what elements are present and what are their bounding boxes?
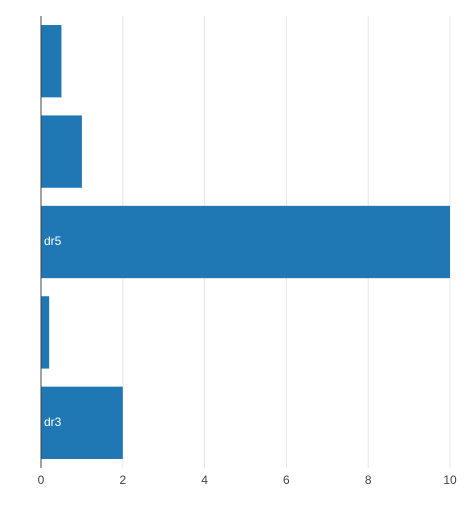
bar [41, 386, 123, 459]
x-tick-label: 4 [201, 473, 208, 487]
x-tick-label: 0 [38, 473, 45, 487]
bar-label: dr3 [44, 415, 62, 429]
x-tick-label: 10 [443, 473, 457, 487]
bar-label: dr5 [44, 234, 62, 248]
x-tick-label: 8 [365, 473, 372, 487]
bar [41, 296, 50, 369]
bar [41, 205, 450, 279]
x-tick-label: 2 [119, 473, 126, 487]
bar [41, 115, 82, 188]
x-tick-label: 6 [283, 473, 290, 487]
bar [41, 25, 62, 98]
